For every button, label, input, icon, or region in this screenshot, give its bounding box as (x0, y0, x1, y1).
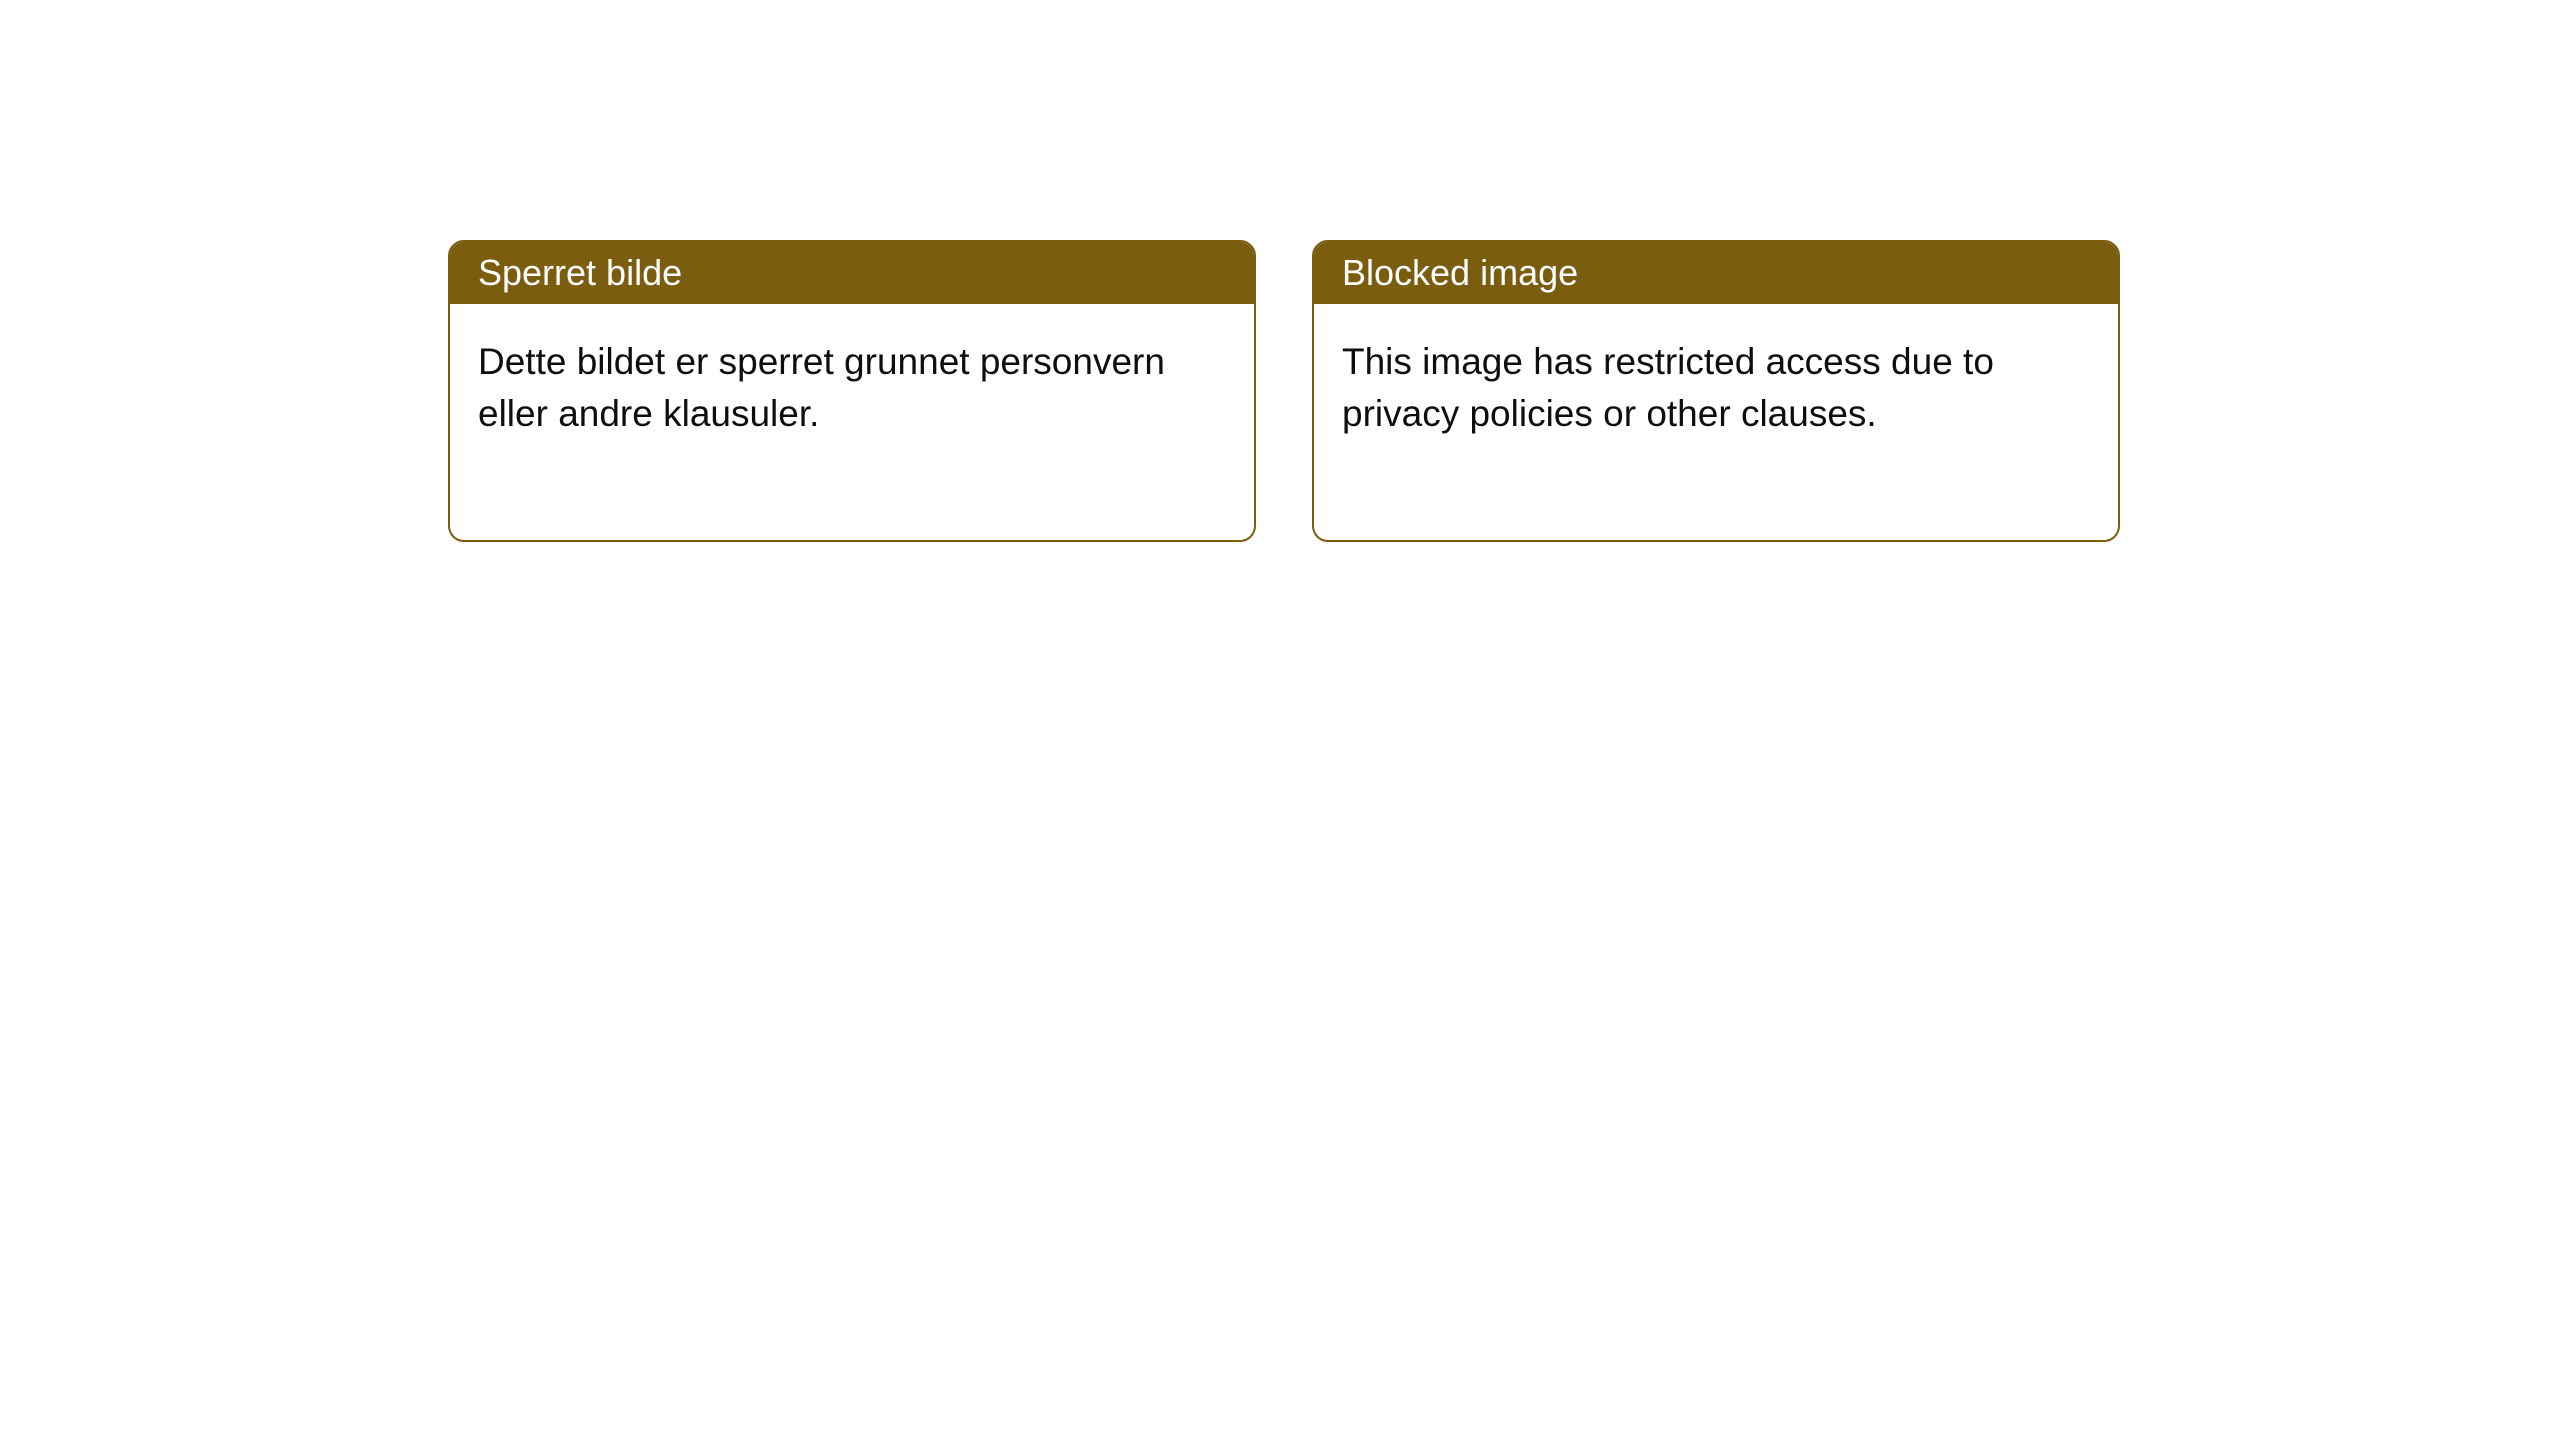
card-body: This image has restricted access due to … (1314, 304, 2118, 540)
notice-card-norwegian: Sperret bilde Dette bildet er sperret gr… (448, 240, 1256, 542)
card-title: Sperret bilde (478, 252, 682, 293)
card-message: This image has restricted access due to … (1342, 341, 1994, 434)
card-message: Dette bildet er sperret grunnet personve… (478, 341, 1165, 434)
notice-card-english: Blocked image This image has restricted … (1312, 240, 2120, 542)
card-title: Blocked image (1342, 252, 1578, 293)
notice-container: Sperret bilde Dette bildet er sperret gr… (0, 0, 2560, 542)
card-header: Sperret bilde (450, 242, 1254, 304)
card-header: Blocked image (1314, 242, 2118, 304)
card-body: Dette bildet er sperret grunnet personve… (450, 304, 1254, 540)
